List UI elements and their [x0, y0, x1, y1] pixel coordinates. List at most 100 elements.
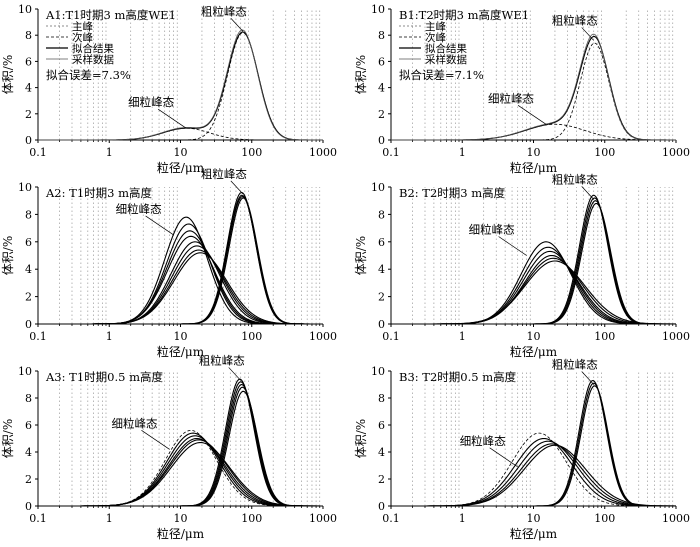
x-tick-label: 0.1 [382, 330, 400, 343]
x-tick-label: 10 [527, 512, 541, 525]
y-tick-label: 2 [378, 108, 385, 121]
x-axis-label: 粒径/μm [157, 160, 205, 175]
panel-title: B3: T2时期0.5 m高度 [399, 370, 517, 384]
x-tick-label: 100 [594, 512, 615, 525]
legend-label: 主峰 [425, 21, 446, 33]
x-tick-label: 10 [527, 146, 541, 159]
annotation-coarse-mode: 粗粒峰态 [552, 13, 598, 27]
x-axis-label: 粒径/μm [510, 160, 558, 175]
series-line [391, 444, 677, 507]
annotation-coarse-mode: 粗粒峰态 [199, 353, 245, 367]
y-tick-label: 2 [25, 473, 32, 486]
x-tick-label: 100 [241, 146, 262, 159]
series-line [38, 442, 323, 507]
series-line [391, 260, 676, 325]
annotation-pointer [157, 108, 187, 129]
annotation-pointer [581, 186, 594, 200]
y-tick-label: 0 [378, 134, 385, 147]
y-axis-label: 体积/% [354, 419, 368, 458]
x-axis-label: 粒径/μm [157, 344, 205, 359]
y-tick-label: 8 [378, 208, 385, 221]
series-line [391, 197, 676, 325]
x-tick-label: 0.1 [382, 512, 400, 525]
x-tick-label: 1 [459, 512, 466, 525]
x-tick-label: 1 [459, 330, 466, 343]
y-tick-label: 4 [25, 446, 32, 459]
annotation-fine-mode: 细粒峰态 [488, 91, 534, 105]
y-tick-label: 0 [25, 318, 32, 331]
y-tick-label: 8 [25, 392, 32, 405]
fit-error-label: 拟合误差=7.3% [46, 68, 131, 82]
legend-label: 主峰 [72, 21, 93, 33]
y-tick-label: 8 [25, 29, 32, 42]
series-line [38, 435, 323, 507]
y-axis-label: 体积/% [1, 419, 15, 458]
x-tick-label: 10 [174, 512, 188, 525]
y-tick-label: 6 [378, 236, 385, 249]
y-tick-label: 10 [371, 181, 385, 194]
y-tick-label: 4 [25, 263, 32, 276]
y-tick-label: 8 [25, 208, 32, 221]
series-line [38, 29, 323, 141]
x-tick-label: 100 [241, 330, 262, 343]
x-tick-label: 1000 [662, 330, 690, 343]
annotation-fine-mode: 细粒峰态 [116, 202, 162, 216]
annotation-coarse-mode: 粗粒峰态 [201, 4, 247, 18]
legend-label: 次峰 [72, 31, 93, 44]
x-tick-label: 1000 [309, 512, 337, 525]
y-tick-label: 8 [378, 392, 385, 405]
annotation-pointer [489, 447, 518, 468]
annotation-pointer [581, 371, 594, 385]
x-tick-label: 0.1 [29, 146, 47, 159]
x-axis-label: 粒径/μm [510, 344, 558, 359]
annotation-pointer [230, 18, 244, 32]
x-tick-label: 1 [106, 146, 113, 159]
annotation-fine-mode: 细粒峰态 [469, 223, 515, 237]
x-axis-label: 粒径/μm [510, 526, 558, 541]
y-tick-label: 6 [25, 55, 32, 68]
y-tick-label: 0 [25, 500, 32, 513]
annotation-pointer [228, 367, 241, 381]
x-tick-label: 0.1 [29, 330, 47, 343]
annotation-coarse-mode: 粗粒峰态 [552, 172, 598, 186]
x-tick-label: 100 [594, 330, 615, 343]
legend-label: 采样数据 [425, 53, 467, 66]
series-line [38, 191, 323, 325]
x-tick-label: 1000 [662, 146, 690, 159]
y-tick-label: 4 [378, 446, 385, 459]
panel-title: B2: T2时期3 m高度 [399, 186, 506, 200]
series-line [391, 33, 677, 141]
annotation-fine-mode: 细粒峰态 [460, 434, 506, 448]
y-tick-label: 4 [378, 82, 385, 95]
series-line [38, 245, 323, 325]
panel-title: A3: T1时期0.5 m高度 [45, 370, 163, 384]
annotation-pointer [498, 236, 527, 256]
y-axis-label: 体积/% [1, 236, 15, 275]
annotation-coarse-mode: 粗粒峰态 [201, 167, 247, 181]
y-tick-label: 2 [378, 473, 385, 486]
series-line [38, 378, 323, 507]
annotation-pointer [581, 27, 594, 41]
x-tick-label: 100 [594, 146, 615, 159]
y-tick-label: 0 [25, 134, 32, 147]
legend-label: 次峰 [425, 31, 446, 44]
y-tick-label: 10 [371, 365, 385, 378]
fit-error-label: 拟合误差=7.1% [399, 68, 484, 82]
x-tick-label: 1 [106, 330, 113, 343]
y-tick-label: 6 [378, 55, 385, 68]
x-tick-label: 1000 [662, 512, 690, 525]
y-tick-label: 6 [378, 419, 385, 432]
y-tick-label: 2 [25, 108, 32, 121]
x-axis-label: 粒径/μm [157, 526, 205, 541]
y-tick-label: 6 [25, 419, 32, 432]
x-tick-label: 100 [241, 512, 262, 525]
annotation-fine-mode: 细粒峰态 [111, 416, 157, 430]
y-tick-label: 10 [18, 3, 32, 16]
annotation-pointer [141, 430, 170, 450]
y-tick-label: 6 [25, 236, 32, 249]
annotation-pointer [145, 215, 174, 236]
legend-label: 拟合结果 [72, 42, 114, 55]
